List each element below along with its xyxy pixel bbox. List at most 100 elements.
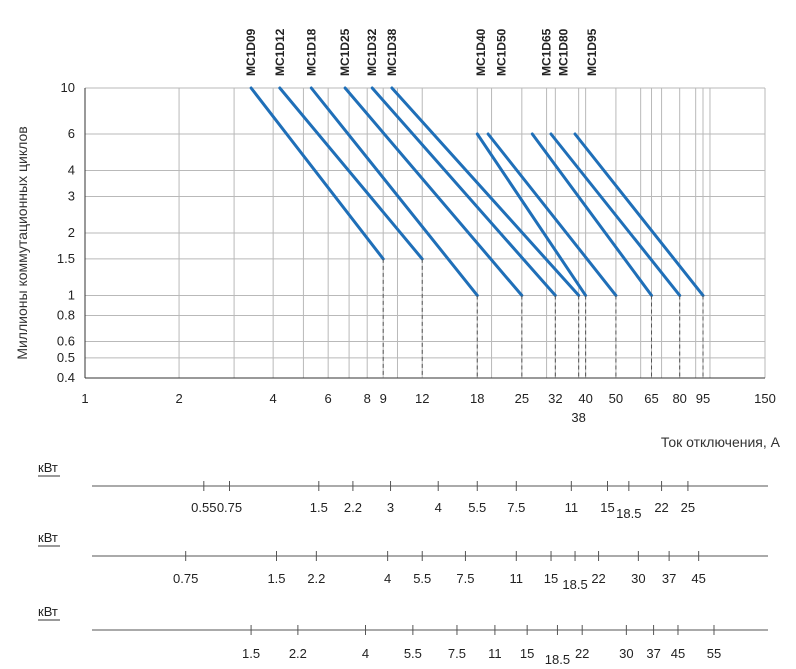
- labels-layer: MC1D09 MC1D12 MC1D18 MC1D25 MC1D32 MC1D38 MC1D…: [244, 28, 599, 76]
- x-tick-label: 12: [415, 391, 429, 406]
- kw-value-label: 0.75: [217, 500, 242, 515]
- kw-value-label: 11: [565, 500, 579, 515]
- series-line-mc1d12: [278, 86, 424, 261]
- kw-value-label: 22: [654, 500, 668, 515]
- series-line-mc1d25: [343, 86, 524, 297]
- series-line-mc1d18: [309, 86, 479, 297]
- x-tick-label: 6: [325, 391, 332, 406]
- y-tick-label: 2: [68, 225, 75, 240]
- y-tick-label: 3: [68, 188, 75, 203]
- kw-value-label: 30: [631, 571, 645, 586]
- x-tick-label: 65: [644, 391, 658, 406]
- y-tick-label: 4: [68, 163, 75, 178]
- x-tick-label: 95: [696, 391, 710, 406]
- x-tick-label: 2: [175, 391, 182, 406]
- series-line-mc1d50: [486, 132, 618, 297]
- kw-value-label: 4: [384, 571, 391, 586]
- y-tick-label: 10: [61, 80, 75, 95]
- series-line-mc1d38: [390, 86, 581, 297]
- kw-value-label: 45: [671, 646, 685, 661]
- x-axis-title: Ток отключения, А: [661, 434, 781, 450]
- kw-value-label: 4: [362, 646, 369, 661]
- kw-value-label: 11: [488, 646, 502, 661]
- kw-unit-label: кВт: [38, 530, 58, 545]
- kw-value-label: 2.2: [344, 500, 362, 515]
- model-label: MC1D80: [557, 28, 571, 76]
- model-label: MC1D65: [540, 28, 554, 76]
- model-label: MC1D18: [304, 28, 318, 76]
- model-label: MC1D95: [585, 28, 599, 76]
- series-layer: [249, 86, 705, 378]
- series-line-mc1d65: [530, 132, 653, 297]
- series-line-mc1d80: [549, 132, 682, 297]
- kw-value-label: 37: [646, 646, 660, 661]
- series-line-mc1d09: [249, 86, 385, 261]
- grid-layer: [85, 87, 766, 379]
- kw-value-label: 3: [387, 500, 394, 515]
- kw-value-label: 18.5: [545, 652, 570, 667]
- kw-value-label: 22: [591, 571, 605, 586]
- kw-value-label: 5.5: [404, 646, 422, 661]
- kw-value-label: 11: [510, 571, 524, 586]
- kw-value-label: 15: [600, 500, 614, 515]
- kw-unit-label: кВт: [38, 460, 58, 475]
- x-tick-label: 80: [672, 391, 686, 406]
- kw-value-label: 22: [575, 646, 589, 661]
- x-tick-label: 4: [270, 391, 277, 406]
- model-label: MC1D09: [244, 28, 258, 76]
- model-label: MC1D32: [365, 28, 379, 76]
- series-line-mc1d95: [573, 132, 705, 297]
- y-tick-label: 1.5: [57, 251, 75, 266]
- kw-value-label: 7.5: [448, 646, 466, 661]
- kw-value-label: 18.5: [616, 506, 641, 521]
- kw-value-label: 4: [435, 500, 442, 515]
- model-label: MC1D25: [338, 28, 352, 76]
- x-tick-label: 150: [754, 391, 776, 406]
- kw-value-label: 7.5: [507, 500, 525, 515]
- kw-value-label: 15: [544, 571, 558, 586]
- y-axis-title: Миллионы коммутационных циклов: [14, 126, 30, 359]
- kw-value-label: 7.5: [456, 571, 474, 586]
- kw-value-label: 0.55: [191, 500, 216, 515]
- model-label: MC1D50: [494, 28, 508, 76]
- kw-value-label: 37: [662, 571, 676, 586]
- series-line-mc1d40: [475, 132, 588, 297]
- x-tick-label: 38: [571, 410, 585, 425]
- model-label: MC1D38: [385, 28, 399, 76]
- x-tick-label: 9: [380, 391, 387, 406]
- x-tick-label: 50: [609, 391, 623, 406]
- kw-value-label: 5.5: [468, 500, 486, 515]
- kw-value-label: 45: [691, 571, 705, 586]
- model-label: MC1D40: [474, 28, 488, 76]
- x-tick-label: 25: [515, 391, 529, 406]
- kw-value-label: 1.5: [310, 500, 328, 515]
- kw-value-label: 15: [520, 646, 534, 661]
- x-tick-label: 8: [364, 391, 371, 406]
- y-tick-label: 0.4: [57, 370, 75, 385]
- kw-value-label: 2.2: [289, 646, 307, 661]
- y-tick-label: 1: [68, 287, 75, 302]
- kw-value-label: 1.5: [267, 571, 285, 586]
- kw-value-label: 0.75: [173, 571, 198, 586]
- kw-value-label: 25: [681, 500, 695, 515]
- y-tick-label: 0.5: [57, 350, 75, 365]
- x-tick-label: 1: [81, 391, 88, 406]
- x-tick-label: 18: [470, 391, 484, 406]
- kw-value-label: 55: [707, 646, 721, 661]
- model-label: MC1D12: [273, 28, 287, 76]
- y-tick-label: 0.8: [57, 308, 75, 323]
- series-line-mc1d32: [370, 86, 557, 297]
- kw-value-label: 5.5: [413, 571, 431, 586]
- kw-value-label: 18.5: [562, 577, 587, 592]
- x-tick-label: 32: [548, 391, 562, 406]
- x-tick-label: 40: [578, 391, 592, 406]
- y-tick-label: 0.6: [57, 333, 75, 348]
- y-tick-label: 6: [68, 126, 75, 141]
- kw-unit-label: кВт: [38, 604, 58, 619]
- kw-value-label: 2.2: [307, 571, 325, 586]
- kw-value-label: 1.5: [242, 646, 260, 661]
- kw-value-label: 30: [619, 646, 633, 661]
